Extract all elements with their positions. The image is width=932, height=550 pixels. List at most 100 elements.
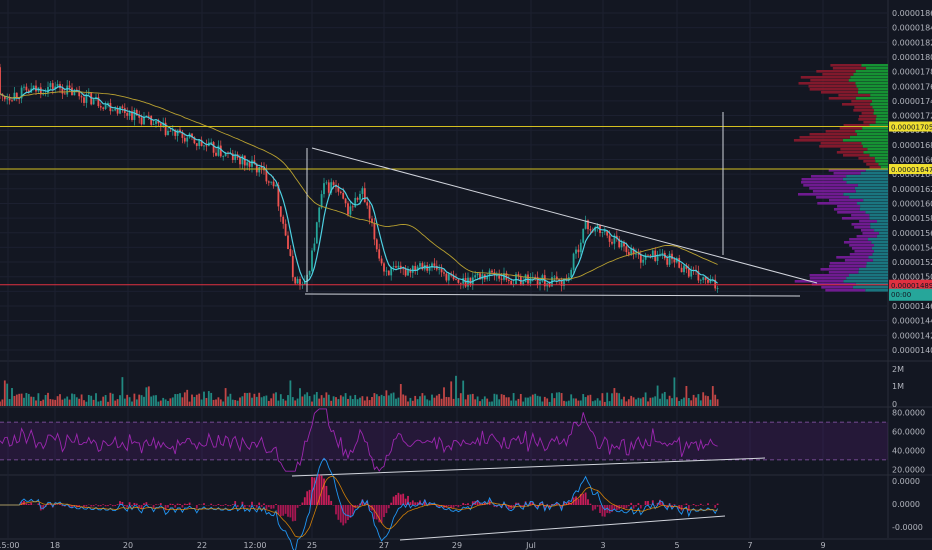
volume-profile-bar xyxy=(863,199,888,202)
volume-bar xyxy=(241,396,244,406)
candle-body xyxy=(56,84,59,87)
time-tick-label: 22 xyxy=(197,541,207,550)
volume-bar xyxy=(145,387,148,406)
candle-body xyxy=(414,265,417,271)
volume-profile-bar xyxy=(860,229,875,232)
macd-histogram-bar xyxy=(575,496,577,505)
volume-profile-bar xyxy=(875,160,888,163)
candle-body xyxy=(248,162,251,167)
ma-fast-line xyxy=(0,85,718,284)
macd-histogram-bar xyxy=(512,505,515,507)
candle-body xyxy=(325,182,328,184)
macd-histogram-bar xyxy=(620,505,623,508)
macd-histogram-bar xyxy=(111,505,114,507)
macd-histogram-bar xyxy=(625,505,628,509)
volume-bar xyxy=(459,393,462,406)
candle-body xyxy=(685,265,688,269)
volume-bar xyxy=(690,400,693,406)
candle-body xyxy=(80,96,83,98)
macd-histogram-bar xyxy=(231,504,234,505)
macd-histogram-bar xyxy=(229,505,232,506)
macd-histogram-bar xyxy=(188,502,191,505)
macd-histogram-bar xyxy=(335,505,337,515)
volume-profile-bar xyxy=(871,241,888,244)
volume-bar xyxy=(618,393,621,406)
volume-bar xyxy=(152,395,155,406)
price-tick-label: 0.00001640 xyxy=(892,170,932,179)
volume-bar xyxy=(383,396,385,406)
candle-body xyxy=(678,258,681,268)
macd-histogram-bar xyxy=(531,502,534,505)
volume-bar xyxy=(656,385,659,406)
macd-histogram-bar xyxy=(294,505,297,521)
volume-bar xyxy=(411,400,414,406)
macd-histogram-bar xyxy=(291,505,294,522)
candle-body xyxy=(6,98,9,100)
volume-bar xyxy=(546,398,549,406)
macd-histogram-bar xyxy=(174,505,177,508)
macd-histogram-bar xyxy=(587,499,589,505)
macd-histogram-bar xyxy=(714,505,717,508)
candle-body xyxy=(157,120,160,124)
candle-body xyxy=(395,266,397,268)
volume-profile-bar xyxy=(851,214,870,217)
volume-bar xyxy=(575,398,577,406)
candle-body xyxy=(349,206,352,215)
macd-histogram-bar xyxy=(20,501,23,505)
level-badge xyxy=(889,164,932,175)
candle-body xyxy=(351,206,354,208)
volume-bar xyxy=(414,395,417,406)
volume-bar xyxy=(114,400,117,406)
macd-histogram-bar xyxy=(630,502,633,505)
volume-bar xyxy=(702,392,705,406)
volume-bar xyxy=(164,399,167,406)
volume-bar xyxy=(193,397,196,406)
candle-body xyxy=(558,279,561,281)
macd-histogram-bar xyxy=(92,505,95,507)
volume-bar xyxy=(531,394,534,406)
candle-body xyxy=(97,97,100,107)
volume-bar xyxy=(107,401,109,406)
candle-body xyxy=(363,188,366,203)
candle-body xyxy=(217,145,220,156)
volume-bar xyxy=(431,394,433,406)
candle-body xyxy=(311,250,313,271)
volume-bar xyxy=(176,394,179,406)
macd-histogram-bar xyxy=(567,501,570,505)
macd-histogram-bar xyxy=(116,504,119,505)
volume-bar xyxy=(18,393,21,406)
volume-bar xyxy=(407,401,409,406)
volume-bar xyxy=(219,399,222,406)
volume-profile-bar xyxy=(829,265,867,268)
volume-bar xyxy=(711,386,714,406)
price-tick-label: 0.00001500 xyxy=(892,273,932,282)
volume-bar xyxy=(551,393,553,406)
volume-profile-bar xyxy=(801,178,843,181)
volume-bar xyxy=(239,397,241,406)
macd-histogram-bar xyxy=(519,505,522,507)
volume-bar xyxy=(399,384,402,406)
volume-profile-bar xyxy=(843,193,888,196)
volume-bar xyxy=(171,397,174,406)
macd-histogram-bar xyxy=(543,505,546,510)
volume-bar xyxy=(275,392,277,406)
volume-profile-bar xyxy=(872,259,888,262)
volume-bar xyxy=(44,394,47,406)
time-tick-label: 15:00 xyxy=(0,541,20,550)
candle-body xyxy=(623,242,625,247)
volume-bar xyxy=(419,396,421,406)
volume-profile-bar xyxy=(842,154,870,157)
volume-bar xyxy=(37,393,40,406)
volume-bar xyxy=(563,400,565,406)
macd-histogram-bar xyxy=(179,503,181,505)
candle-body xyxy=(601,232,604,234)
candle-body xyxy=(308,270,311,275)
volume-bar xyxy=(198,393,201,406)
volume-profile-bar xyxy=(844,259,873,262)
volume-bar xyxy=(248,392,251,406)
macd-divergence-line xyxy=(399,515,726,541)
macd-histogram-bar xyxy=(299,505,301,506)
volume-bar xyxy=(179,393,181,406)
candle-body xyxy=(577,249,580,253)
candle-body xyxy=(371,218,373,223)
